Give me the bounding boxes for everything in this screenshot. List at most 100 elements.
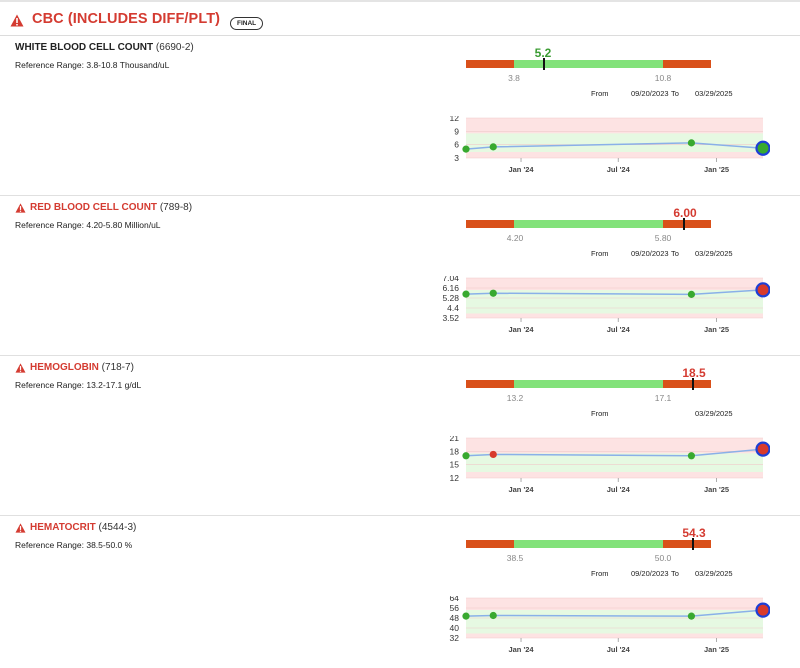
test-name: RED BLOOD CELL COUNT — [30, 202, 158, 213]
date-range-to-label: To — [671, 89, 679, 98]
trend-line — [465, 448, 764, 457]
range-bar-high — [663, 220, 711, 228]
y-tick-label: 64 — [450, 596, 460, 603]
trend-chart: 21 18 15 12 Jan '24 Jul '24 Jan '25 — [440, 436, 770, 508]
date-range-to-date: 03/29/2025 — [695, 249, 733, 258]
y-tick-label: 6.16 — [442, 283, 459, 293]
range-low-label: 13.2 — [506, 393, 524, 403]
test-code: (789-8) — [159, 202, 193, 213]
test-name: HEMATOCRIT — [30, 522, 96, 533]
x-tick-label: Jan '25 — [704, 325, 729, 334]
range-bar-high — [663, 380, 711, 388]
x-tick-label: Jul '24 — [607, 165, 631, 174]
test-title: WHITE BLOOD CELL COUNT (6690-2) — [15, 42, 194, 53]
result-point — [462, 452, 470, 460]
date-range-from-label: From — [591, 409, 609, 418]
section-divider — [0, 195, 800, 196]
trend-svg: 21 18 15 12 Jan '24 Jul '24 Jan '25 — [450, 436, 770, 494]
range-bar: 54.3 — [466, 526, 711, 550]
x-tick-label: Jan '25 — [704, 645, 729, 654]
warning-icon — [15, 363, 26, 373]
trend-chart: 64 56 48 40 32 Jan '24 Jul '24 Jan '25 — [440, 596, 770, 668]
test-section-hemoglobin: HEMOGLOBIN (718-7) Reference Range: 13.2… — [0, 356, 800, 516]
result-value: 54.3 — [682, 526, 706, 540]
result-value: 5.2 — [534, 46, 552, 60]
value-marker — [683, 218, 685, 230]
result-point — [687, 290, 696, 298]
range-bar-normal — [514, 60, 663, 68]
test-name: HEMOGLOBIN — [30, 362, 99, 373]
range-bar-high — [663, 60, 711, 68]
reference-range: Reference Range: 4.20-5.80 Million/uL — [15, 220, 161, 230]
x-tick-label: Jan '24 — [508, 485, 534, 494]
y-tick-label: 4.4 — [447, 303, 459, 313]
y-tick-label: 21 — [450, 436, 460, 443]
trend-chart: 7.04 6.16 5.28 4.4 3.52 Jan '24 Jul '24 Jan '25 — [440, 276, 770, 348]
test-title: RED BLOOD CELL COUNT (789-8) — [30, 202, 192, 213]
test-title: HEMATOCRIT (4544-3) — [30, 522, 136, 533]
latest-result-point — [755, 282, 770, 298]
range-high-label: 5.80 — [654, 233, 672, 243]
range-bar-low — [466, 380, 514, 388]
result-point — [462, 612, 470, 620]
value-marker — [692, 538, 694, 550]
x-tick-label: Jan '24 — [508, 645, 534, 654]
x-tick-label: Jan '24 — [508, 165, 534, 174]
result-point — [462, 145, 470, 153]
y-tick-label: 6 — [454, 140, 459, 150]
section-divider — [0, 355, 800, 356]
latest-result-point — [755, 441, 770, 457]
result-value: 6.00 — [673, 206, 697, 220]
x-tick-label: Jul '24 — [607, 485, 631, 494]
y-tick-label: 3 — [454, 153, 459, 163]
date-range-to-label: To — [671, 569, 679, 578]
panel-title: CBC (INCLUDES DIFF/PLT) — [32, 11, 221, 27]
reference-range: Reference Range: 13.2-17.1 g/dL — [15, 380, 142, 390]
trend-line — [465, 609, 764, 617]
range-high-label: 17.1 — [654, 393, 672, 403]
result-point — [462, 290, 470, 298]
y-tick-label: 56 — [450, 603, 460, 613]
date-range-from-label: From — [591, 569, 609, 578]
range-bar-low — [466, 60, 514, 68]
range-bar-low — [466, 220, 514, 228]
result-point — [489, 143, 497, 151]
range-bar: 6.00 — [466, 206, 711, 230]
date-range-from-date: 09/20/2023 — [631, 249, 669, 258]
x-tick-label: Jan '25 — [704, 485, 729, 494]
normal-range-band — [466, 133, 763, 152]
range-high-label: 10.8 — [654, 73, 672, 83]
range-low-label: 4.20 — [506, 233, 524, 243]
value-marker — [692, 378, 694, 390]
range-bar-high — [663, 540, 711, 548]
range-bar: 18.5 — [466, 366, 711, 390]
range-bar-normal — [514, 540, 663, 548]
range-bar: 5.2 — [466, 46, 711, 70]
result-point — [687, 452, 696, 460]
reference-range: Reference Range: 38.5-50.0 % — [15, 540, 133, 550]
result-value: 18.5 — [682, 366, 706, 380]
date-range-to-date: 03/29/2025 — [695, 89, 733, 98]
test-name: WHITE BLOOD CELL COUNT — [15, 42, 154, 53]
test-title: HEMOGLOBIN (718-7) — [30, 362, 134, 373]
latest-result-point — [755, 140, 770, 156]
warning-icon — [15, 203, 26, 213]
trend-chart: 12 9 6 3 Jan '24 Jul '24 Jan '25 — [440, 116, 770, 188]
y-tick-label: 7.04 — [442, 276, 459, 283]
y-tick-label: 12 — [450, 116, 460, 123]
y-tick-label: 40 — [450, 623, 460, 633]
date-range-to-date: 03/29/2025 — [695, 409, 733, 418]
range-low-label: 3.8 — [508, 73, 520, 83]
section-divider — [0, 515, 800, 516]
range-bar-low — [466, 540, 514, 548]
test-section-rbc: RED BLOOD CELL COUNT (789-8) Reference R… — [0, 196, 800, 356]
test-code: (4544-3) — [98, 522, 137, 533]
x-tick-label: Jul '24 — [607, 645, 631, 654]
test-section-wbc: WHITE BLOOD CELL COUNT (6690-2) Referenc… — [0, 36, 800, 196]
date-range-from-label: From — [591, 89, 609, 98]
date-range-to-label: To — [671, 249, 679, 258]
y-tick-label: 32 — [450, 633, 460, 643]
x-tick-label: Jan '25 — [704, 165, 729, 174]
result-point — [489, 289, 497, 297]
date-range-from-date: 09/20/2023 — [631, 569, 669, 578]
